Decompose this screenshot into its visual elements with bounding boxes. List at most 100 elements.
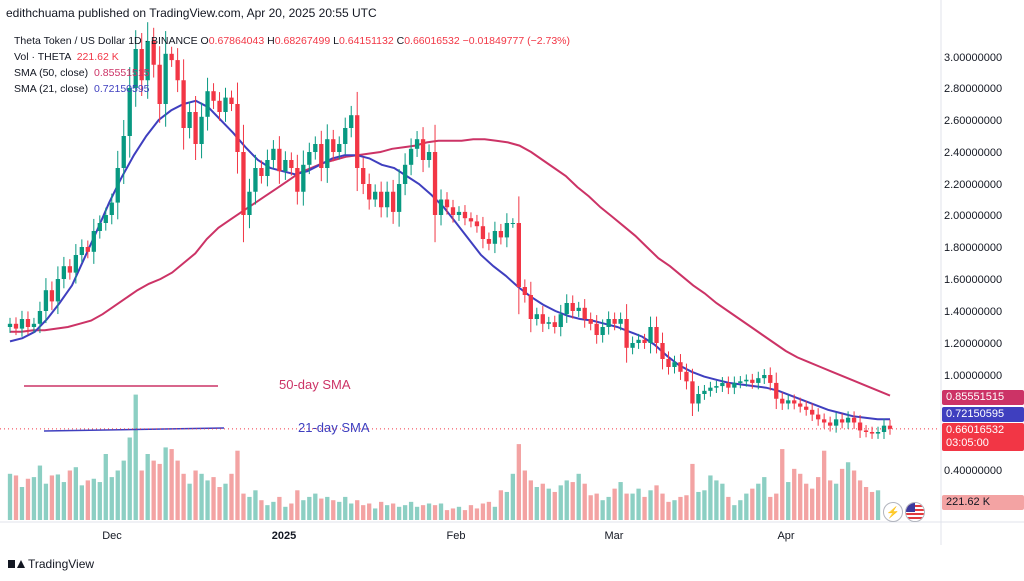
candle bbox=[851, 411, 857, 429]
x-tick-label: Apr bbox=[777, 530, 794, 542]
lightning-icon[interactable]: ⚡ bbox=[883, 502, 903, 522]
volume-bar bbox=[25, 478, 31, 520]
volume-bar bbox=[654, 485, 659, 520]
candle bbox=[103, 207, 108, 231]
candle-body bbox=[786, 400, 791, 404]
candle-body bbox=[660, 343, 665, 359]
candle-body bbox=[552, 322, 557, 327]
candle-body bbox=[756, 378, 761, 383]
candle bbox=[139, 33, 144, 96]
candle bbox=[750, 373, 755, 389]
axes: 3.00000000 2.80000000 2.60000000 2.40000000… bbox=[0, 0, 1024, 545]
candle bbox=[325, 124, 330, 183]
candle bbox=[762, 369, 767, 385]
volume-bar bbox=[642, 496, 647, 520]
candle bbox=[738, 376, 743, 389]
candle-body bbox=[708, 387, 713, 391]
candle-body bbox=[229, 97, 234, 104]
volume-bar bbox=[833, 483, 839, 520]
legend: Theta Token / US Dollar 1D · BINANCE O0.… bbox=[14, 33, 570, 97]
volume-bar bbox=[666, 501, 671, 520]
volume-bar bbox=[193, 470, 198, 520]
candle bbox=[594, 315, 599, 344]
candle-body bbox=[600, 327, 605, 335]
candle bbox=[678, 354, 683, 380]
candle-body bbox=[319, 144, 324, 168]
volume-bar bbox=[169, 449, 174, 520]
legend-sma50-row[interactable]: SMA (50, close) 0.85551515 bbox=[14, 65, 570, 81]
symbol-name: Theta Token / US Dollar 1D · BINANCE bbox=[14, 35, 198, 47]
sma50-price-tag: 0.85551515 bbox=[942, 390, 1024, 405]
candle-body bbox=[193, 112, 198, 144]
candle bbox=[666, 351, 671, 375]
volume-bar bbox=[139, 470, 144, 520]
candle-body bbox=[432, 152, 438, 215]
volume-bar bbox=[85, 480, 90, 520]
sma21-annotation-line[interactable] bbox=[43, 427, 225, 432]
legend-volume-row[interactable]: Vol · THETA 221.62 K bbox=[14, 49, 570, 65]
candle-body bbox=[361, 168, 366, 184]
candle bbox=[708, 381, 713, 397]
volume-bar bbox=[331, 500, 336, 520]
candle-body bbox=[833, 419, 839, 426]
candle bbox=[55, 266, 61, 315]
candle bbox=[283, 151, 288, 180]
low-value: 0.64151132 bbox=[338, 35, 394, 47]
candle-body bbox=[313, 144, 318, 152]
volume-bar bbox=[265, 505, 270, 520]
candle bbox=[462, 205, 468, 226]
candle bbox=[13, 317, 19, 336]
candle bbox=[169, 46, 174, 67]
volume-bar bbox=[223, 483, 228, 520]
volume-bar bbox=[774, 493, 779, 520]
drawn-annotations bbox=[0, 385, 940, 432]
candle bbox=[534, 307, 539, 326]
candle bbox=[259, 160, 264, 184]
candle-body bbox=[816, 414, 821, 420]
volume-bar bbox=[61, 482, 67, 520]
volume-bar bbox=[55, 474, 61, 520]
legend-sma21-row[interactable]: SMA (21, close) 0.72150595 bbox=[14, 81, 570, 97]
volume-bar bbox=[253, 490, 258, 520]
candle bbox=[648, 316, 653, 354]
volume-bars bbox=[7, 394, 881, 520]
candle bbox=[492, 221, 498, 254]
candle-body bbox=[869, 432, 875, 434]
candle-body bbox=[151, 41, 156, 65]
volume-bar bbox=[97, 482, 102, 520]
candle-body bbox=[223, 97, 228, 112]
volume-bar bbox=[121, 460, 126, 520]
candle bbox=[821, 413, 827, 429]
candle bbox=[887, 419, 893, 435]
volume-bar bbox=[157, 463, 162, 520]
volume-bar bbox=[361, 505, 366, 520]
brand-footer[interactable]: TradingView bbox=[8, 557, 94, 571]
candle-body bbox=[187, 112, 192, 128]
candle bbox=[115, 150, 120, 220]
candle-body bbox=[738, 381, 743, 383]
candle bbox=[384, 181, 390, 218]
candle-body bbox=[798, 403, 803, 407]
candle bbox=[145, 22, 150, 99]
candle-body bbox=[115, 168, 120, 203]
candle bbox=[588, 312, 593, 331]
candle bbox=[827, 416, 833, 432]
volume-bar bbox=[504, 491, 510, 520]
y-tick-label: 2.00000000 bbox=[944, 210, 1002, 222]
candle-body bbox=[618, 319, 623, 324]
candle bbox=[636, 333, 641, 349]
volume-bar bbox=[349, 503, 354, 520]
volume-bar bbox=[295, 490, 300, 520]
us-flag-icon[interactable] bbox=[905, 502, 925, 522]
volume-label: Vol · THETA bbox=[14, 51, 71, 63]
candle bbox=[444, 192, 450, 215]
candle-body bbox=[289, 160, 294, 168]
volume-bar bbox=[390, 503, 396, 520]
candle-body bbox=[750, 379, 755, 383]
candle-body bbox=[672, 362, 677, 367]
volume-bar bbox=[624, 493, 629, 520]
volume-bar bbox=[821, 450, 827, 520]
volume-bar bbox=[612, 488, 617, 520]
candle-body bbox=[732, 382, 737, 388]
